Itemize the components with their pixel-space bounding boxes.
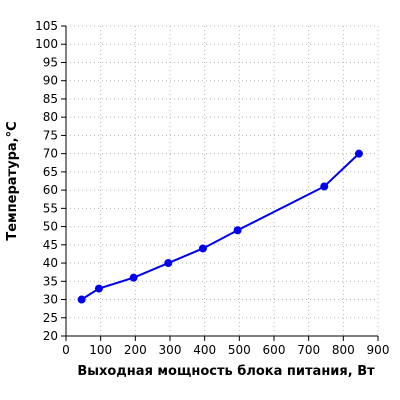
series [77,149,363,304]
x-tick-label: 400 [193,343,216,357]
data-point [164,259,173,268]
y-tick-label: 100 [35,37,58,51]
y-tick-label: 20 [43,329,58,343]
y-tick-label: 85 [43,92,58,106]
ticks [61,25,379,341]
y-tick-label: 95 [43,55,58,69]
y-tick-label: 70 [43,147,58,161]
y-tick-label: 55 [43,201,58,215]
y-tick-labels: 20 25 30 35 40 45 50 55 60 65 70 75 80 85 90 95 100 105 [35,19,58,343]
y-tick-label: 30 [43,293,58,307]
data-point [233,226,242,235]
data-point [94,284,103,293]
y-tick-label: 40 [43,256,58,270]
y-tick-label: 60 [43,183,58,197]
data-point [198,244,207,253]
x-tick-labels: 0 100 200 300 400 500 600 700 800 900 [62,343,389,357]
y-tick-label: 105 [35,19,58,33]
x-tick-label: 200 [124,343,147,357]
x-tick-label: 800 [332,343,355,357]
y-tick-label: 65 [43,165,58,179]
x-tick-label: 100 [89,343,112,357]
x-axis-title: Выходная мощность блока питания, Вт [77,364,375,379]
y-axis-title: Температура,°C [5,121,20,240]
y-tick-label: 80 [43,110,58,124]
data-point [77,295,86,304]
grid [66,25,379,336]
y-tick-label: 45 [43,238,58,252]
series-line [81,152,360,301]
y-tick-label: 75 [43,128,58,142]
x-tick-label: 900 [367,343,390,357]
y-tick-label: 25 [43,311,58,325]
y-tick-label: 50 [43,220,58,234]
data-point [129,273,138,282]
data-point [354,149,363,158]
data-point [320,182,329,191]
x-tick-label: 300 [159,343,182,357]
y-tick-label: 90 [43,74,58,88]
x-tick-label: 0 [62,343,70,357]
x-tick-label: 700 [297,343,320,357]
x-tick-label: 600 [263,343,286,357]
y-tick-label: 35 [43,274,58,288]
x-tick-label: 500 [228,343,251,357]
